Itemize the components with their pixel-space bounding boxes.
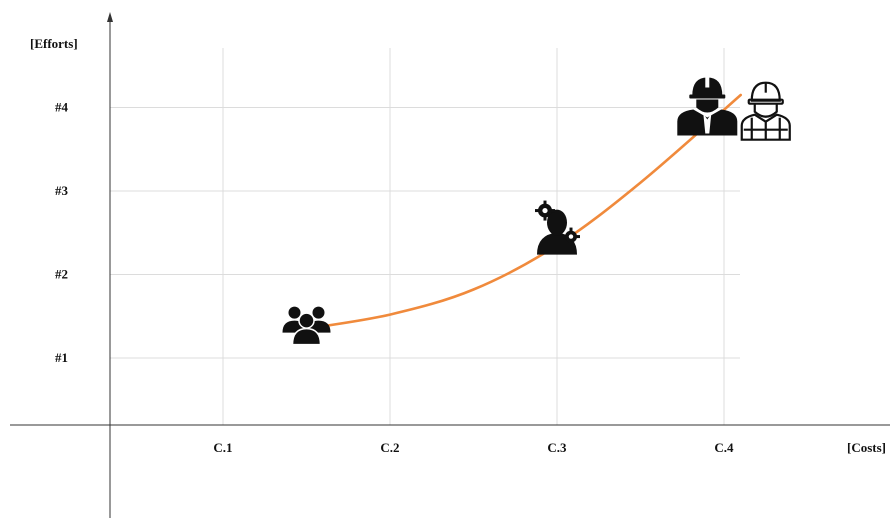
effort-cost-curve xyxy=(305,93,742,331)
tick-labels: C.1 C.2 C.3 C.4 #1 #2 #3 #4 xyxy=(55,100,734,456)
y-tick-label: #1 xyxy=(55,350,68,365)
markers xyxy=(281,77,791,346)
x-axis-title: [Costs] xyxy=(847,440,886,455)
y-tick-label: #2 xyxy=(55,267,68,282)
x-tick-label: C.1 xyxy=(213,440,232,455)
y-axis-arrowhead xyxy=(107,12,113,22)
x-tick-label: C.2 xyxy=(380,440,399,455)
team-group-icon xyxy=(281,305,332,346)
y-tick-label: #4 xyxy=(55,100,69,115)
construction-worker-outline-icon xyxy=(740,81,791,141)
y-axis-title: [Efforts] xyxy=(30,36,78,51)
y-tick-label: #3 xyxy=(55,183,69,198)
grid xyxy=(110,48,740,425)
x-tick-label: C.4 xyxy=(714,440,734,455)
axes xyxy=(10,12,890,518)
x-tick-label: C.3 xyxy=(547,440,567,455)
